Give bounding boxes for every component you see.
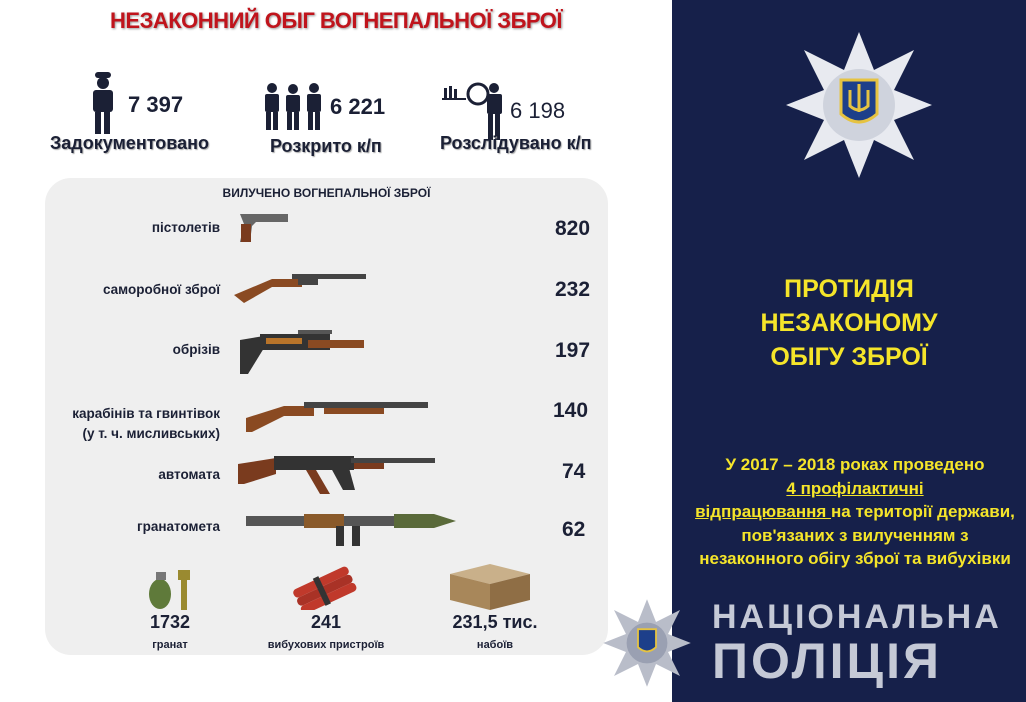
police-officer-icon (93, 72, 113, 134)
weapon-value: 197 (555, 339, 591, 362)
item-value: 1732 (149, 612, 191, 632)
pistol-icon (240, 214, 288, 242)
item-value: 241 (310, 612, 342, 632)
description-highlight: 4 профілактичні (786, 478, 924, 498)
weapon-label: саморобної зброї (102, 282, 220, 297)
weapon-label: обрізів (172, 342, 220, 357)
right-description: У 2017 – 2018 роках проведено 4 профілак… (690, 453, 1020, 571)
weapon-label: гранатомета (137, 519, 220, 534)
panel-title: ВИЛУЧЕНО ВОГНЕПАЛЬНОЇ ЗБРОЇ (222, 186, 431, 200)
stat-label: Розслідувано к/п (440, 133, 592, 153)
weapon-label: автомата (158, 467, 220, 482)
weapon-label: карабінів та гвинтівок (у т. ч. мисливськ… (40, 404, 220, 444)
weapon-value: 820 (555, 217, 591, 240)
grenade-icon (149, 570, 190, 610)
weapon-value: 62 (562, 518, 586, 541)
stat-value: 6 221 (330, 94, 386, 119)
weapon-label: пістолетів (151, 220, 220, 235)
heading-line: НЕЗАКОНОМУ (760, 309, 938, 337)
stat-value: 6 198 (510, 98, 566, 123)
weapon-value: 140 (553, 399, 589, 422)
item-value: 231,5 тис. (452, 612, 538, 632)
police-star-small-logo (603, 599, 691, 687)
item-label: набоїв (476, 639, 514, 651)
item-label: вибухових пристроїв (267, 639, 385, 651)
logo-text-line1: НАЦІОНАЛЬНА (712, 598, 1002, 636)
item-label: гранат (152, 639, 188, 651)
homemade-rifle-icon (234, 274, 366, 303)
description-highlight: відпрацювання (695, 502, 831, 521)
stat-value: 7 397 (128, 92, 184, 117)
weapon-label-line: (у т. ч. мисливських) (82, 426, 220, 441)
heading-line: ПРОТИДІЯ (784, 275, 914, 303)
grenade-launcher-icon (246, 514, 456, 546)
heading-line: ОБІГУ ЗБРОЇ (770, 343, 928, 371)
description-text: на території держави, пов'язаних з вилуч… (699, 502, 1015, 568)
weapon-value: 232 (555, 278, 591, 301)
assault-rifle-icon (238, 456, 435, 494)
police-arrest-icon (265, 83, 321, 130)
rifle-icon (246, 402, 428, 432)
ammo-box-icon (450, 564, 530, 610)
sawed-off-shotgun-icon (240, 330, 364, 374)
logo-text-line2: ПОЛІЦІЯ (712, 633, 942, 689)
police-star-logo (786, 32, 932, 178)
description-text: У 2017 – 2018 роках проведено (725, 455, 985, 474)
police-investigation-icon (442, 82, 502, 140)
weapon-label-line: карабінів та гвинтівок (72, 406, 220, 421)
dynamite-icon (293, 566, 357, 610)
stat-label: Розкрито к/п (270, 136, 382, 156)
weapon-value: 74 (562, 460, 586, 483)
stat-label: Задокументовано (50, 133, 209, 153)
right-heading: ПРОТИДІЯ НЕЗАКОНОМУ ОБІГУ ЗБРОЇ (672, 272, 1026, 374)
page-title: НЕЗАКОННИЙ ОБІГ ВОГНЕПАЛЬНОЇ ЗБРОЇ (110, 8, 562, 33)
